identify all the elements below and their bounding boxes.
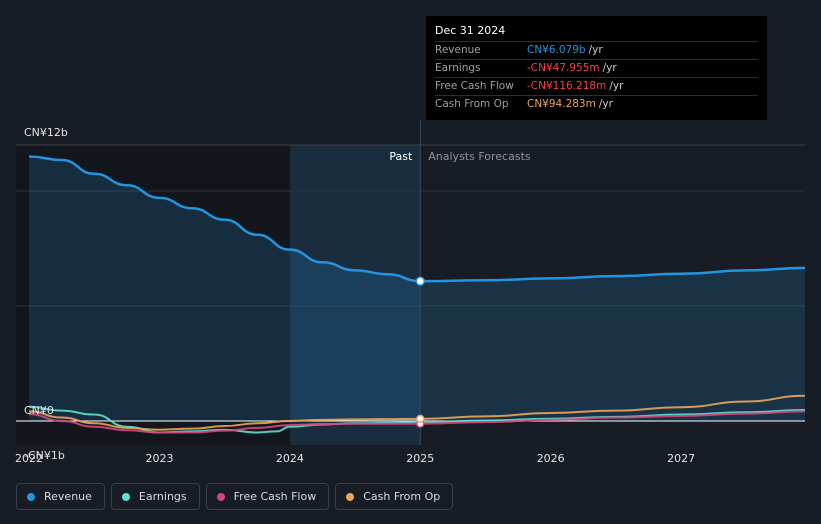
tooltip-date: Dec 31 2024: [435, 24, 506, 37]
highlight-point-revenue: [415, 276, 426, 286]
tooltip-label: Cash From Op: [435, 98, 509, 110]
tooltip-label: Free Cash Flow: [435, 80, 514, 92]
chart-tooltip: Dec 31 2024 Revenue CN¥6.079b/yr Earning…: [426, 16, 767, 120]
legend-dot-icon: [216, 492, 225, 501]
series-line-revenue: [29, 155, 806, 283]
highlight-point-cash-from-op: [416, 414, 425, 424]
highlight-band: [289, 145, 421, 445]
legend-label: Earnings: [138, 490, 187, 503]
past-region: [16, 145, 290, 445]
x-tick-label: 2026: [537, 452, 565, 465]
legend-label: Cash From Op: [363, 490, 441, 503]
chart-legend: Revenue Earnings Free Cash Flow Cash Fro…: [16, 483, 454, 510]
tooltip-value: -CN¥47.955m/yr: [527, 62, 617, 74]
tooltip-row-cash-from-op: Cash From Op CN¥94.283m/yr: [435, 95, 758, 113]
past-label: Past: [389, 150, 413, 163]
y-tick-label: CN¥12b: [24, 126, 68, 139]
series-line-free-cash-flow: [29, 410, 806, 434]
tooltip-value: -CN¥116.218m/yr: [527, 80, 624, 92]
legend-label: Revenue: [44, 490, 92, 503]
legend-dot-icon: [346, 492, 355, 501]
legend-dot-icon: [121, 492, 130, 501]
x-tick-label: 2027: [667, 452, 695, 465]
legend-item-cash-from-op[interactable]: Cash From Op: [335, 483, 454, 510]
legend-item-revenue[interactable]: Revenue: [16, 483, 105, 510]
tooltip-value: CN¥6.079b/yr: [527, 44, 603, 56]
tooltip-row-earnings: Earnings -CN¥47.955m/yr: [435, 59, 758, 77]
tooltip-label: Revenue: [435, 44, 481, 56]
tooltip-label: Earnings: [435, 62, 481, 74]
legend-item-earnings[interactable]: Earnings: [110, 483, 200, 510]
y-tick-label: -CN¥1b: [24, 449, 65, 462]
x-tick-label: 2022: [15, 452, 43, 465]
tooltip-row-revenue: Revenue CN¥6.079b/yr: [435, 41, 758, 59]
y-tick-label: CN¥0: [24, 404, 54, 417]
revenue-area: [29, 156, 806, 421]
tooltip-value: CN¥94.283m/yr: [527, 98, 613, 110]
legend-label: Free Cash Flow: [233, 490, 317, 503]
x-tick-label: 2024: [276, 452, 304, 465]
x-tick-label: 2023: [145, 452, 173, 465]
legend-dot-icon: [27, 492, 35, 501]
series-line-cash-from-op: [29, 394, 806, 431]
tooltip-row-free-cash-flow: Free Cash Flow -CN¥116.218m/yr: [435, 77, 758, 95]
forecast-label: Analysts Forecasts: [428, 150, 531, 163]
x-tick-label: 2025: [406, 452, 434, 465]
legend-item-free-cash-flow[interactable]: Free Cash Flow: [205, 483, 330, 510]
